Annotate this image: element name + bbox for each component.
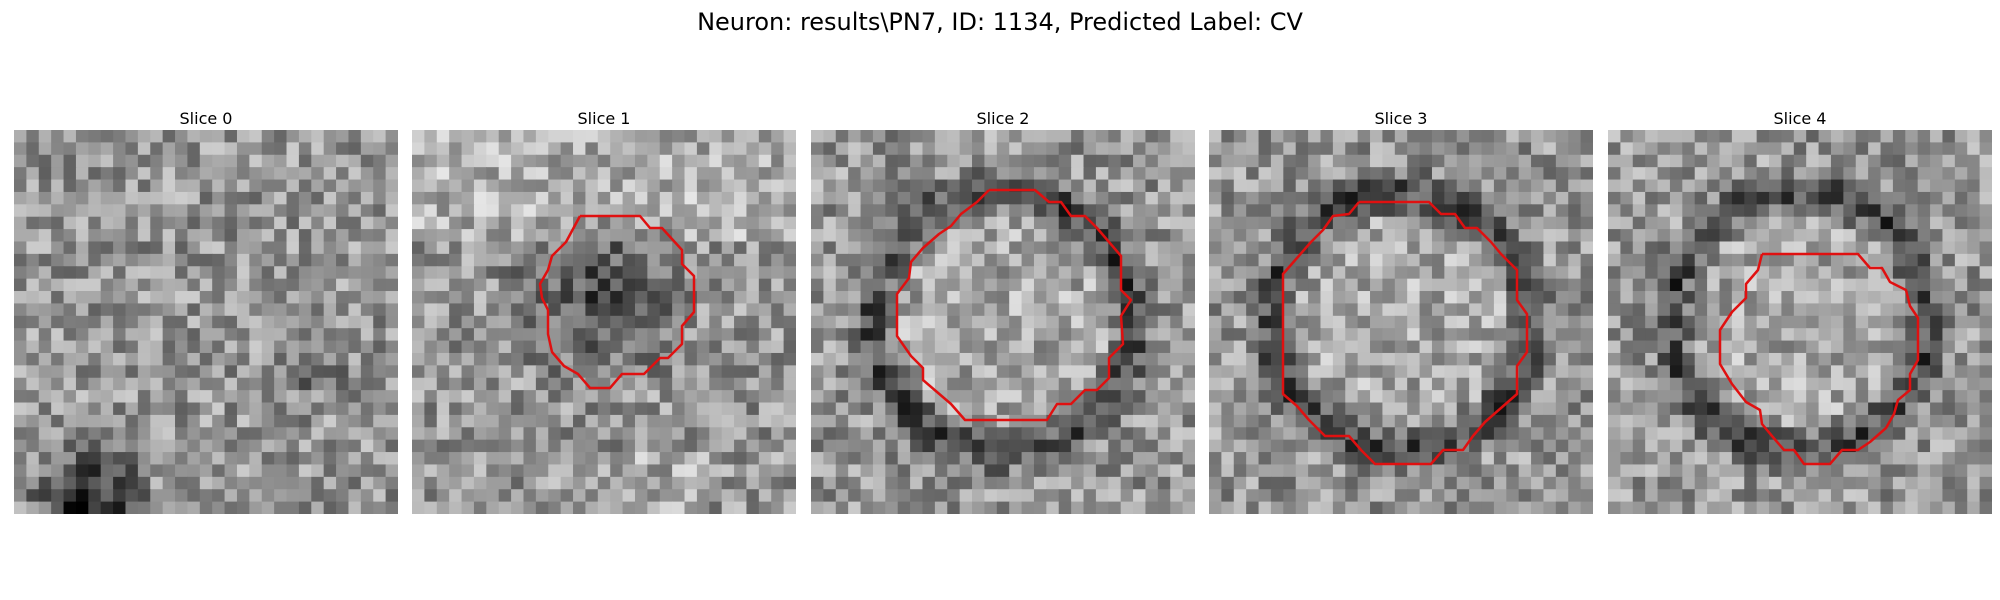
slice-panel-1: Slice 1	[412, 108, 796, 514]
slice-title: Slice 4	[1608, 108, 1992, 130]
slice-panel-2: Slice 2	[811, 108, 1195, 514]
pixel-grid	[14, 130, 398, 514]
slice-panel-0: Slice 0	[14, 108, 398, 514]
slice-title: Slice 2	[811, 108, 1195, 130]
slice-image	[1209, 130, 1593, 514]
figure-title: Neuron: results\PN7, ID: 1134, Predicted…	[0, 8, 2000, 36]
slice-image	[1608, 130, 1992, 514]
slice-panel-3: Slice 3	[1209, 108, 1593, 514]
slice-title: Slice 0	[14, 108, 398, 130]
pixel-grid	[1209, 130, 1593, 514]
pixel-grid	[811, 130, 1195, 514]
pixel-grid	[412, 130, 796, 514]
slice-image	[811, 130, 1195, 514]
slice-title: Slice 3	[1209, 108, 1593, 130]
slice-image	[14, 130, 398, 514]
slice-panel-4: Slice 4	[1608, 108, 1992, 514]
slice-image	[412, 130, 796, 514]
slice-title: Slice 1	[412, 108, 796, 130]
